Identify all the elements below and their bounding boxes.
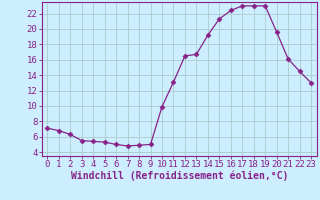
X-axis label: Windchill (Refroidissement éolien,°C): Windchill (Refroidissement éolien,°C) <box>70 171 288 181</box>
